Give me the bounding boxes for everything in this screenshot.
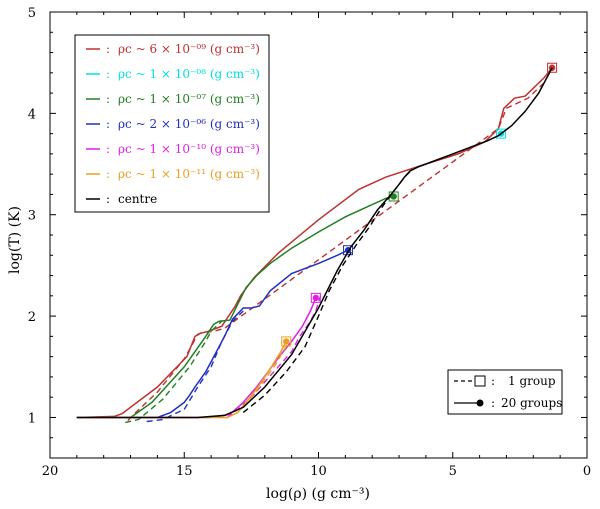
y-tick-label: 2	[28, 310, 36, 325]
legend-label-4: ρc ~ 1 × 10⁻¹⁰ (g cm⁻³)	[118, 142, 260, 156]
curve-0-1-group-line	[127, 67, 553, 421]
axis-ticks: 20 15 10 5 0 1 2 3 4 5	[28, 6, 591, 479]
legend-entry-1-group: : 1 group	[454, 374, 556, 388]
legend-label-0: ρc ~ 6 × 10⁻⁰⁹ (g cm⁻³)	[118, 42, 260, 56]
legend-label-1-group: 1 group	[508, 374, 556, 388]
curve-2-20-groups-line	[76, 195, 394, 419]
legend-label-2: ρc ~ 1 × 10⁻⁰⁷ (g cm⁻³)	[118, 92, 260, 106]
curve-3-end-square-marker	[343, 245, 354, 256]
curve-3-20-groups-line	[76, 249, 349, 419]
curve-5-1-group-line	[242, 341, 290, 408]
legend-swatch-square-marker	[474, 375, 486, 387]
y-tick-label: 5	[28, 6, 36, 21]
curve-5-end-square-marker	[281, 336, 292, 347]
legend-colon-1: :	[106, 67, 110, 81]
x-tick-label: 5	[449, 464, 457, 479]
x-tick-label: 15	[176, 464, 193, 479]
legend-groups-colon-2: :	[491, 396, 495, 410]
curve-5-end-dot-marker	[283, 338, 290, 345]
legend-colon-0: :	[106, 42, 110, 56]
curve-2-1-group-line	[125, 320, 223, 424]
legend-swatch-dot-marker	[476, 399, 484, 407]
legend-label-3: ρc ~ 2 × 10⁻⁰⁶ (g cm⁻³)	[118, 117, 260, 131]
curve-6-20-groups-line	[76, 67, 553, 419]
curve-0-20-groups-line	[76, 67, 553, 419]
data-curves	[76, 62, 558, 424]
legend-label-5: ρc ~ 1 × 10⁻¹¹ (g cm⁻³)	[118, 167, 260, 181]
legend-groups-box	[447, 369, 563, 415]
legend-groups-colon-1: :	[491, 374, 495, 388]
legend-entry-20-groups: : 20 groups	[454, 396, 562, 410]
legend-colon-4: :	[106, 142, 110, 156]
curve-1-end-square-marker	[496, 128, 507, 139]
x-tick-label: 20	[42, 464, 59, 479]
curve-0-end-dot-marker	[548, 64, 556, 71]
curve-4-end-square-marker	[310, 292, 321, 303]
legend-colon-5: :	[106, 167, 110, 181]
legend-colon-2: :	[106, 92, 110, 106]
x-tick-label: 10	[310, 464, 327, 479]
y-tick-label: 4	[28, 107, 36, 122]
x-axis-label: log(ρ) (g cm⁻³)	[266, 486, 370, 502]
legend-colon-3: :	[106, 117, 110, 131]
legend-densities-entries: : ρc ~ 6 × 10⁻⁰⁹ (g cm⁻³): ρc ~ 1 × 10⁻⁰⁸ …	[86, 42, 260, 206]
legend-densities: : ρc ~ 6 × 10⁻⁰⁹ (g cm⁻³): ρc ~ 1 × 10⁻⁰⁸ …	[74, 34, 270, 213]
legend-colon-6: :	[106, 192, 110, 206]
y-tick-label: 1	[28, 411, 36, 426]
legend-densities-box	[74, 34, 270, 213]
curve-0-end-square-marker	[547, 62, 558, 73]
y-tick-label: 3	[28, 209, 36, 224]
legend-label-1: ρc ~ 1 × 10⁻⁰⁸ (g cm⁻³)	[118, 67, 260, 81]
y-axis-label: log(T) (K)	[7, 206, 23, 274]
curve-4-end-dot-marker	[312, 294, 320, 302]
legend-label-20-groups: 20 groups	[501, 396, 562, 410]
curve-5-20-groups-line	[76, 341, 287, 419]
x-tick-label: 0	[583, 464, 591, 479]
legend-groups: : 1 group : 20 groups	[447, 369, 563, 415]
legend-label-6: centre	[118, 192, 157, 206]
curve-2-end-dot-marker	[390, 193, 397, 200]
curve-6-1-group-line	[242, 168, 413, 413]
